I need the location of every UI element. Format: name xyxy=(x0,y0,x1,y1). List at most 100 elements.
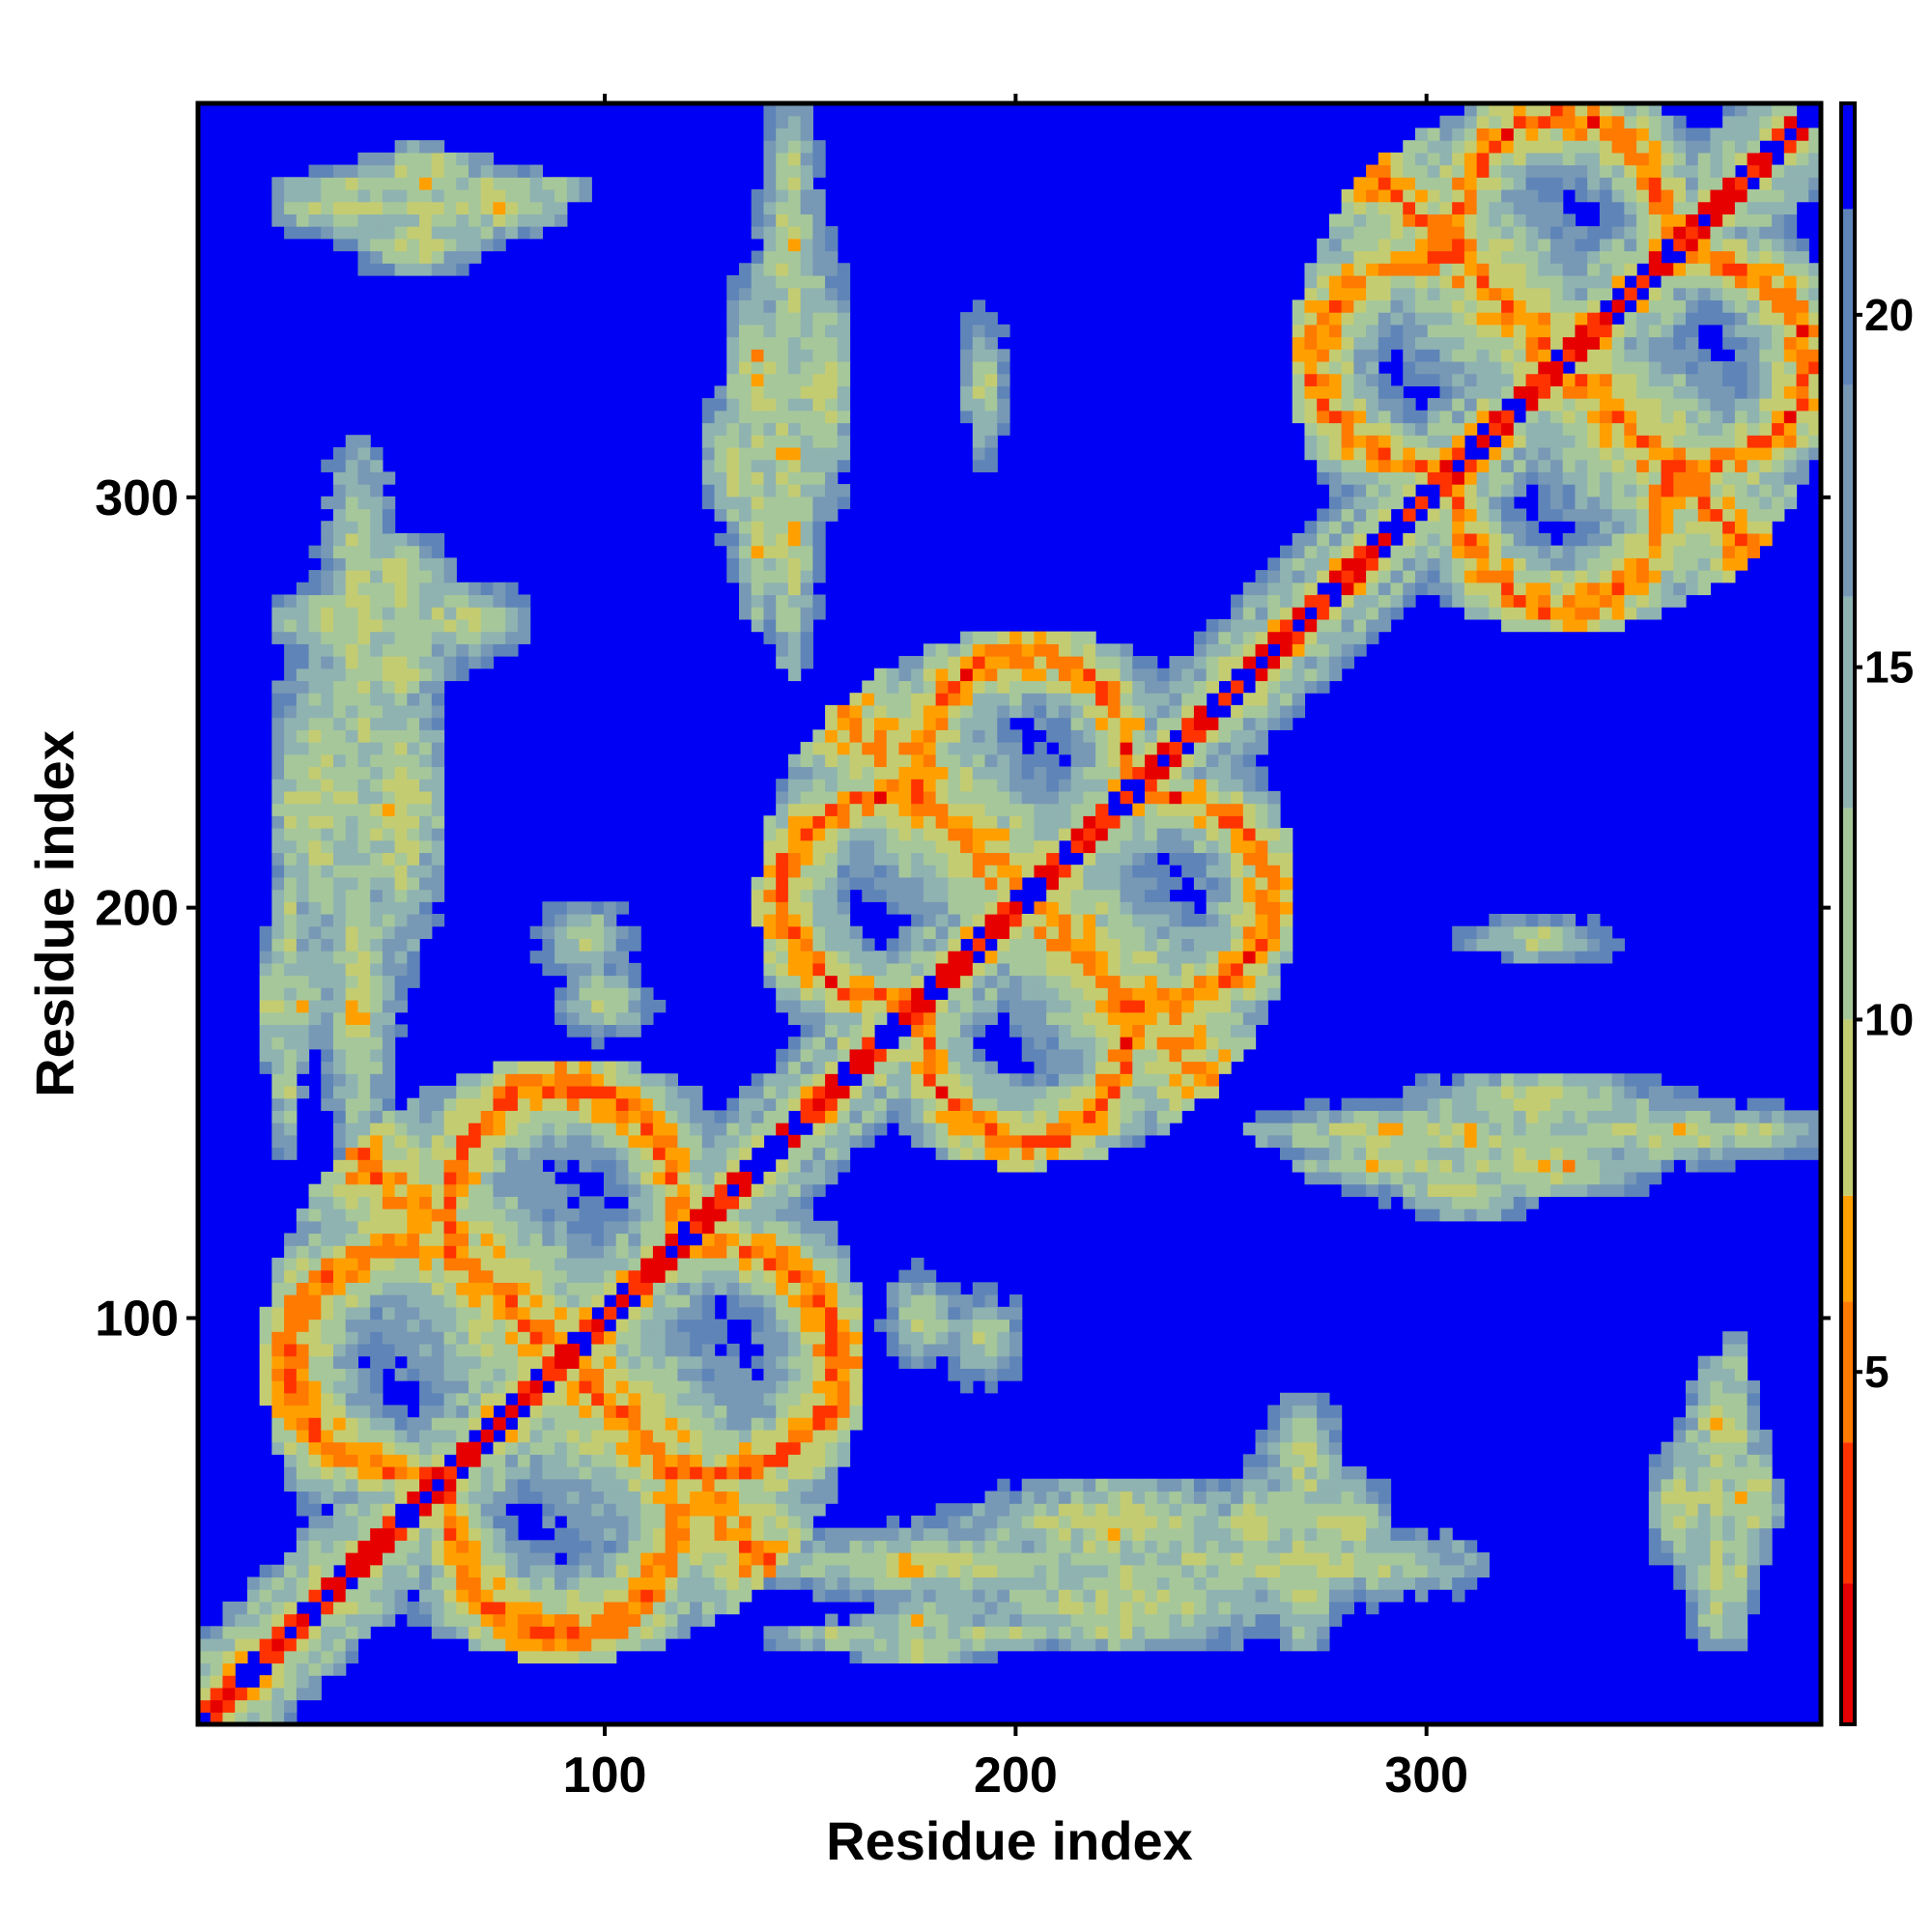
heatmap-cell xyxy=(1034,914,1047,927)
heatmap-cell xyxy=(259,951,272,964)
heatmap-cell xyxy=(825,1552,838,1566)
heatmap-cell xyxy=(652,1405,667,1418)
heatmap-cell xyxy=(542,962,555,977)
heatmap-cell xyxy=(665,1097,678,1111)
heatmap-cell xyxy=(984,435,998,448)
heatmap-cell xyxy=(739,1208,753,1222)
heatmap-cell xyxy=(357,1061,371,1074)
heatmap-cell xyxy=(321,1626,334,1639)
heatmap-cell xyxy=(886,704,900,719)
heatmap-cell xyxy=(271,1392,285,1406)
heatmap-cell xyxy=(333,1662,347,1676)
heatmap-cell xyxy=(456,1196,469,1209)
heatmap-cell xyxy=(911,693,924,706)
heatmap-cell xyxy=(382,1183,396,1197)
heatmap-cell xyxy=(456,1134,469,1149)
heatmap-cell xyxy=(825,1122,838,1136)
heatmap-cell xyxy=(456,1368,469,1381)
heatmap-cell xyxy=(874,753,888,768)
heatmap-cell xyxy=(345,962,359,977)
heatmap-cell xyxy=(345,484,359,497)
heatmap-cell xyxy=(382,790,396,805)
heatmap-cell xyxy=(787,385,802,399)
heatmap-cell xyxy=(345,1564,359,1578)
heatmap-cell xyxy=(1083,852,1096,866)
heatmap-cell xyxy=(763,618,777,633)
heatmap-cell xyxy=(1120,729,1133,743)
heatmap-cell xyxy=(542,1515,555,1529)
heatmap-cell xyxy=(751,1122,765,1136)
heatmap-cell xyxy=(739,1441,753,1455)
heatmap-cell xyxy=(763,385,777,399)
heatmap-cell xyxy=(1132,987,1146,1001)
heatmap-cell xyxy=(640,1208,654,1222)
heatmap-cell xyxy=(1095,938,1109,952)
heatmap-cell xyxy=(1021,753,1036,768)
heatmap-cell xyxy=(812,1417,826,1431)
heatmap-cell xyxy=(1034,1061,1047,1074)
heatmap-cell xyxy=(591,1638,605,1652)
heatmap-cell xyxy=(1046,1601,1060,1615)
heatmap-cell xyxy=(1009,656,1023,669)
heatmap-cell xyxy=(812,925,826,940)
heatmap-cell xyxy=(345,1208,359,1222)
heatmap-cell xyxy=(370,1380,384,1394)
heatmap-cell xyxy=(1034,643,1047,657)
heatmap-cell xyxy=(566,938,581,952)
heatmap-cell xyxy=(837,1564,851,1578)
heatmap-cell xyxy=(751,1380,765,1394)
heatmap-cell xyxy=(419,828,433,841)
heatmap-cell xyxy=(690,1577,703,1590)
heatmap-cell xyxy=(837,1540,851,1553)
heatmap-cell xyxy=(800,999,813,1013)
heatmap-cell xyxy=(825,1319,838,1332)
heatmap-cell xyxy=(517,1613,531,1627)
heatmap-cell xyxy=(776,1417,789,1431)
heatmap-cell xyxy=(935,742,949,755)
heatmap-cell xyxy=(259,1613,272,1627)
heatmap-cell xyxy=(923,1515,937,1529)
heatmap-cell xyxy=(701,1159,716,1173)
heatmap-cell xyxy=(787,1245,802,1259)
heatmap-cell xyxy=(1034,839,1047,854)
heatmap-cell xyxy=(800,545,813,558)
heatmap-cell xyxy=(529,1319,543,1332)
heatmap-cell xyxy=(665,1343,678,1357)
heatmap-cell xyxy=(1021,828,1036,841)
heatmap-cell xyxy=(493,618,506,633)
heatmap-cell xyxy=(714,410,727,424)
heatmap-cell xyxy=(210,1687,224,1701)
heatmap-cell xyxy=(972,1589,986,1603)
heatmap-cell xyxy=(837,1454,851,1467)
heatmap-cell xyxy=(776,1478,789,1492)
heatmap-cell xyxy=(480,1233,495,1246)
heatmap-cell xyxy=(431,790,445,805)
heatmap-cell xyxy=(246,1589,261,1603)
heatmap-cell xyxy=(690,1466,703,1480)
heatmap-cell xyxy=(1132,1478,1146,1492)
heatmap-cell xyxy=(271,1675,285,1689)
heatmap-cell xyxy=(517,1269,531,1283)
heatmap-cell xyxy=(800,532,813,547)
heatmap-cell xyxy=(776,128,789,141)
heatmap-cell xyxy=(948,668,961,682)
heatmap-cell xyxy=(333,1208,347,1222)
heatmap-cell xyxy=(751,1564,765,1578)
heatmap-cell xyxy=(1009,1368,1023,1381)
heatmap-cell xyxy=(776,1294,789,1308)
heatmap-cell xyxy=(1070,693,1084,706)
heatmap-cell xyxy=(1095,987,1109,1001)
heatmap-cell xyxy=(874,1110,888,1123)
heatmap-cell xyxy=(726,496,740,510)
heatmap-cell xyxy=(604,1527,617,1541)
heatmap-cell xyxy=(849,852,863,866)
heatmap-cell xyxy=(1058,704,1072,719)
heatmap-cell xyxy=(776,1466,789,1480)
heatmap-cell xyxy=(837,1331,851,1345)
heatmap-cell xyxy=(726,1208,740,1222)
heatmap-cell xyxy=(271,1638,285,1652)
heatmap-cell xyxy=(517,1319,531,1332)
heatmap-cell xyxy=(431,1294,445,1308)
heatmap-cell xyxy=(935,1282,949,1295)
heatmap-cell xyxy=(456,201,469,215)
